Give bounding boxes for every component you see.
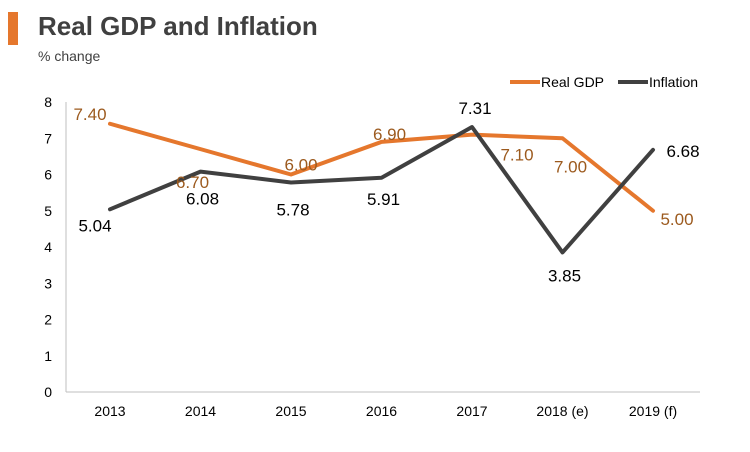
data-label: 7.31: [458, 99, 491, 118]
data-label: 7.40: [73, 105, 106, 124]
chart-title: Real GDP and Inflation: [38, 11, 318, 41]
chart-subtitle: % change: [38, 48, 101, 64]
data-label: 6.68: [666, 142, 699, 161]
series-line-inflation: [108, 125, 655, 255]
data-label: 7.00: [554, 157, 587, 176]
y-tick-label: 6: [44, 167, 52, 183]
data-label: 6.70: [176, 173, 209, 192]
x-tick-label: 2019 (f): [629, 403, 677, 419]
y-tick-label: 7: [44, 130, 52, 146]
x-tick-label: 2018 (e): [536, 403, 588, 419]
series-line-real-gdp: [108, 121, 655, 213]
data-label: 7.10: [500, 146, 533, 165]
data-label: 6.08: [186, 190, 219, 209]
data-label: 5.91: [367, 190, 400, 209]
y-tick-label: 8: [44, 94, 52, 110]
data-label: 6.00: [284, 156, 317, 175]
y-tick-label: 2: [44, 312, 52, 328]
x-tick-label: 2016: [366, 403, 397, 419]
y-tick-label: 3: [44, 275, 52, 291]
legend-label: Inflation: [649, 74, 698, 90]
x-tick-label: 2014: [185, 403, 216, 419]
x-tick-label: 2015: [275, 403, 306, 419]
data-label: 5.00: [660, 210, 693, 229]
y-tick-label: 0: [44, 384, 52, 400]
x-tick-label: 2013: [94, 403, 125, 419]
data-label: 3.85: [548, 266, 581, 285]
y-tick-label: 5: [44, 203, 52, 219]
title-accent-bar: [8, 12, 18, 45]
y-tick-label: 4: [44, 239, 52, 255]
data-label: 5.04: [78, 216, 111, 235]
data-label: 6.90: [373, 125, 406, 144]
legend-label: Real GDP: [541, 74, 604, 90]
x-tick-label: 2017: [456, 403, 487, 419]
y-tick-label: 1: [44, 348, 52, 364]
data-label: 5.78: [276, 200, 309, 219]
